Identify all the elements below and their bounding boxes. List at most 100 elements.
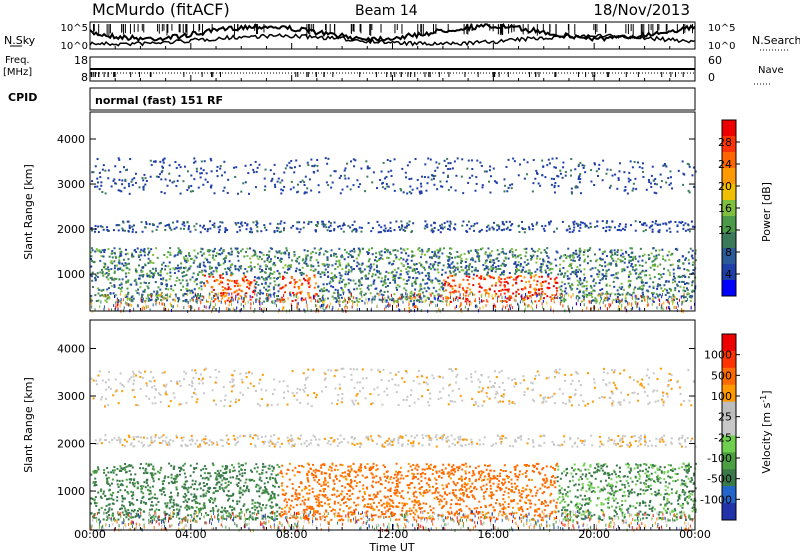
scatter-cell [552,296,554,300]
scatter-cell [326,263,329,266]
scatter-cell [533,250,536,253]
scatter-cell [119,266,122,269]
scatter-cell [225,294,228,297]
scatter-cell [555,157,558,160]
scatter-cell [249,227,252,230]
scatter-cell [283,306,285,310]
scatter-cell [160,291,163,294]
scatter-cell [549,512,552,515]
scatter-cell [177,504,180,507]
scatter-cell [135,281,138,284]
scatter-cell [307,277,310,280]
scatter-cell [367,251,370,254]
scatter-cell [488,169,491,172]
scatter-cell [596,220,599,223]
scatter-cell [635,268,638,271]
scatter-cell [353,165,356,168]
scatter-cell [515,278,518,281]
scatter-cell [520,275,523,278]
scatter-cell [687,276,690,279]
noise-left-tick-top: 10^5 [61,23,88,34]
scatter-cell [99,176,102,179]
scatter-cell [576,284,579,287]
colorbar-cell [722,168,736,185]
scatter-cell [234,175,237,178]
scatter-cell [671,263,674,266]
scatter-cell [119,170,122,173]
scatter-cell [637,260,640,263]
scatter-cell [447,276,450,279]
scatter-cell [683,268,686,271]
scatter-cell [119,292,121,296]
scatter-cell [152,274,155,277]
scatter-cell [217,262,220,265]
scatter-cell [150,516,153,519]
scatter-cell [466,269,469,272]
scatter-cell [502,305,504,309]
scatter-cell [384,307,386,311]
scatter-cell [412,222,415,225]
scatter-cell [595,260,598,263]
scatter-cell [442,296,444,300]
scatter-cell [499,273,502,276]
scatter-cell [510,276,513,279]
scatter-cell [259,293,262,296]
scatter-cell [303,184,306,187]
scatter-cell [104,265,107,268]
scatter-cell [419,508,422,511]
scatter-cell [467,272,470,275]
scatter-cell [326,297,329,300]
scatter-cell [133,307,135,311]
scatter-cell [458,270,461,273]
scatter-cell [619,300,621,304]
scatter-cell [171,221,174,224]
scatter-cell [627,180,630,183]
scatter-cell [393,301,395,305]
scatter-cell [495,257,498,260]
scatter-cell [203,274,206,277]
scatter-cell [577,298,579,302]
scatter-cell [329,302,331,306]
scatter-cell [198,483,201,486]
scatter-cell [651,302,653,306]
scatter-cell [436,188,439,191]
scatter-cell [371,300,373,304]
scatter-cell [155,228,158,231]
scatter-cell [507,288,510,291]
scatter-cell [218,249,221,252]
scatter-cell [485,483,488,486]
scatter-cell [616,490,619,493]
scatter-cell [190,174,193,177]
scatter-cell [447,174,450,177]
scatter-cell [96,275,99,278]
scatter-cell [140,254,143,257]
scatter-cell [400,256,403,259]
scatter-cell [598,469,601,472]
scatter-cell [505,252,508,255]
scatter-cell [640,299,643,302]
scatter-cell [129,158,132,161]
scatter-cell [659,299,661,303]
scatter-cell [364,275,367,278]
scatter-cell [358,297,361,300]
scatter-cell [598,264,601,267]
scatter-cell [244,250,247,253]
scatter-cell [183,305,185,309]
scatter-cell [608,476,611,479]
scatter-cell [644,222,647,225]
scatter-cell [541,159,544,162]
scatter-cell [173,268,176,271]
scatter-cell [404,252,407,255]
scatter-cell [344,285,347,288]
scatter-cell [500,251,503,254]
scatter-cell [440,294,442,298]
scatter-cell [112,292,115,295]
scatter-cell [322,303,324,307]
scatter-cell [283,276,286,279]
scatter-cell [573,259,576,262]
scatter-cell [399,308,401,312]
scatter-cell [90,299,92,303]
scatter-cell [400,293,403,296]
scatter-cell [502,271,505,274]
scatter-cell [635,188,638,191]
